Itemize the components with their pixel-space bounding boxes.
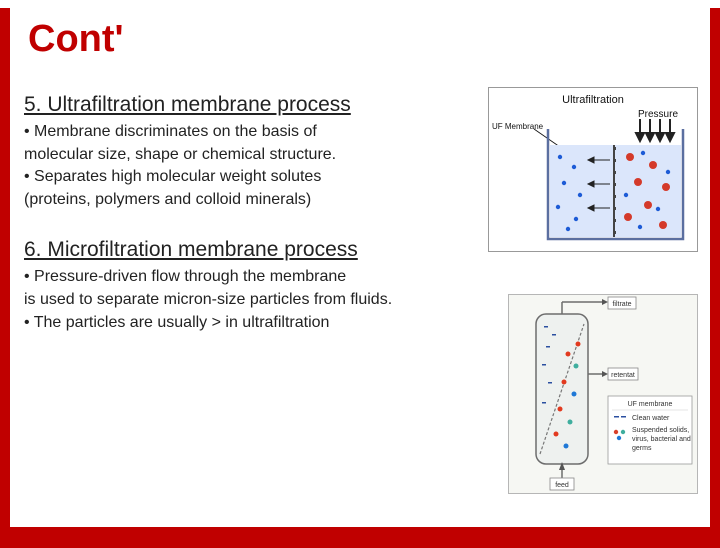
bullet-text: • Pressure-driven flow through the membr… xyxy=(24,266,494,288)
title-bar: Cont' xyxy=(10,8,710,79)
mf-label-retentat: retentat xyxy=(611,372,635,379)
mf-label-filtrate: filtrate xyxy=(612,301,631,308)
mf-label-feed: feed xyxy=(555,482,569,489)
bullet-text: (proteins, polymers and colloid minerals… xyxy=(24,189,464,211)
ultrafiltration-diagram: Ultrafiltration Pressure UF Membrane xyxy=(488,87,698,252)
slide-root: Cont' 5. Ultrafiltration membrane proces… xyxy=(0,8,720,548)
slide-title: Cont' xyxy=(28,18,692,61)
section5-bullets: • Membrane discriminates on the basis of… xyxy=(24,121,464,210)
bullet-text: is used to separate micron-size particle… xyxy=(24,289,494,311)
bullet-text: • Membrane discriminates on the basis of xyxy=(24,121,464,143)
uf-label-membrane: UF Membrane xyxy=(492,122,544,131)
uf-label-pressure: Pressure xyxy=(638,109,678,120)
bullet-text: • The particles are usually > in ultrafi… xyxy=(24,312,494,334)
mf-legend2c: germs xyxy=(632,445,652,452)
mf-legend2b: virus, bacterial and xyxy=(632,436,691,443)
content-area: 5. Ultrafiltration membrane process • Me… xyxy=(10,79,710,527)
bullet-text: molecular size, shape or chemical struct… xyxy=(24,144,464,166)
uf-label-top: Ultrafiltration xyxy=(562,94,624,106)
mf-legend2: Suspended solids, xyxy=(632,427,689,434)
microfiltration-diagram: filtrate retentat feed xyxy=(508,294,698,494)
mf-legend-title: UF membrane xyxy=(628,401,673,408)
section6-bullets: • Pressure-driven flow through the membr… xyxy=(24,266,494,333)
bullet-text: • Separates high molecular weight solute… xyxy=(24,166,464,188)
mf-legend1: Clean water xyxy=(632,415,670,422)
